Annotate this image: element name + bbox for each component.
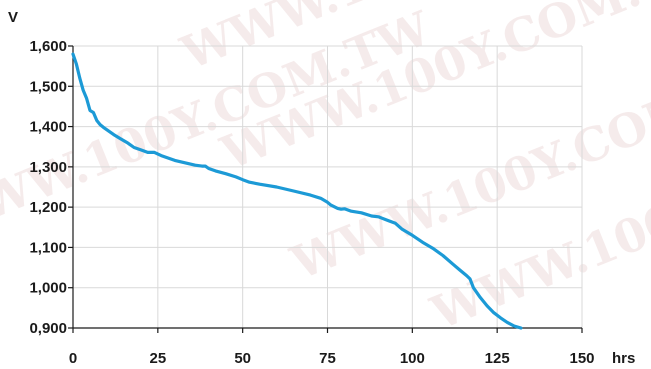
y-tick-label: 0,900 — [29, 320, 67, 337]
x-axis-label: hrs — [612, 350, 635, 367]
x-tick-label: 150 — [569, 350, 594, 367]
series-group — [71, 52, 523, 330]
x-tick-labels: 0 25 50 75 100 125 150 — [69, 328, 595, 367]
x-tick-label: 125 — [485, 350, 510, 367]
y-tick-label: 1,200 — [29, 199, 67, 216]
x-tick-label: 100 — [400, 350, 425, 367]
watermark: WWW.100Y.COM.TW WWW.100Y.COM.TW WWW.100Y… — [0, 0, 651, 341]
y-tick-label: 1,100 — [29, 239, 67, 256]
x-tick-label: 0 — [69, 350, 77, 367]
y-tick-label: 1,500 — [29, 78, 67, 95]
y-tick-label: 1,400 — [29, 119, 67, 136]
y-tick-label: 1,300 — [29, 159, 67, 176]
x-tick-label: 75 — [319, 350, 336, 367]
x-tick-label: 25 — [149, 350, 166, 367]
y-tick-label: 1,000 — [29, 280, 67, 297]
y-tick-labels: 0,900 1,000 1,100 1,200 1,300 1,400 1,500 1,600 — [29, 38, 73, 337]
y-tick-label: 1,600 — [29, 38, 67, 55]
grid — [73, 45, 583, 328]
y-axis-label: V — [8, 9, 18, 26]
voltage-series-line — [71, 52, 523, 330]
x-tick-label: 50 — [234, 350, 251, 367]
